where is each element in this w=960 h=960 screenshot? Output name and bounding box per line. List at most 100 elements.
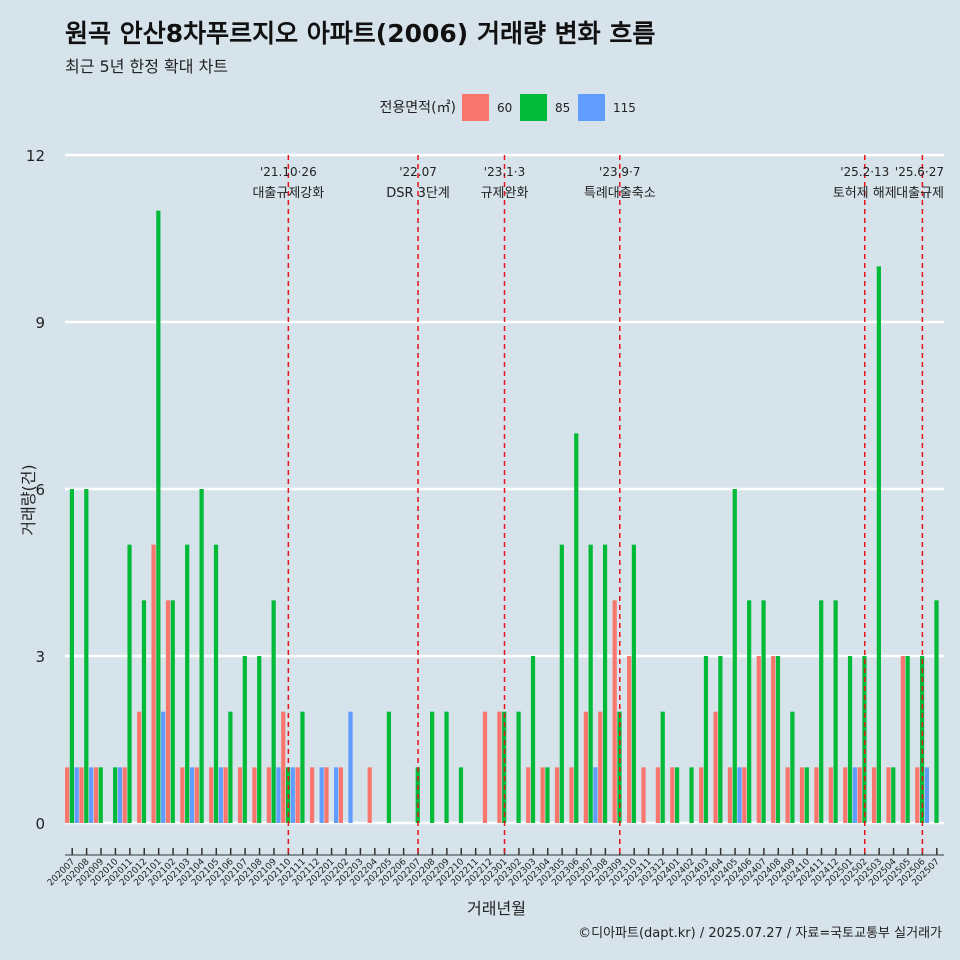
- chart-title: 원곡 안산8차푸르지오 아파트(2006) 거래량 변화 흐름: [65, 19, 656, 48]
- bar-85-202303: [530, 656, 536, 823]
- bar-85-202104: [199, 489, 204, 823]
- bar-85-202410: [804, 767, 809, 823]
- bar-85-202306: [574, 433, 579, 823]
- bar-85-202208: [430, 711, 435, 823]
- bar-115-202109: [276, 767, 281, 823]
- bar-115-202405: [737, 767, 742, 823]
- event-date: '22.07: [399, 165, 437, 179]
- bar-85-202008: [84, 489, 89, 823]
- bar-60-202301: [497, 711, 502, 823]
- bar-85-202505: [905, 656, 910, 823]
- legend-swatch-115: [578, 94, 605, 121]
- bar-60-202407: [756, 656, 761, 823]
- bar-115-202307: [593, 767, 598, 823]
- event-label: DSR 3단계: [386, 186, 450, 201]
- bar-85-202105: [213, 544, 219, 823]
- bar-85-202403: [703, 656, 709, 823]
- bar-85-202405: [732, 489, 737, 823]
- event-label: 대출규제강화: [252, 186, 324, 201]
- bar-60-202106: [223, 767, 228, 823]
- bar-85-202108: [257, 656, 262, 823]
- legend-label: 85: [555, 101, 570, 115]
- bar-60-202505: [900, 656, 905, 823]
- bar-60-202212: [482, 711, 488, 823]
- bar-60-202304: [540, 767, 545, 823]
- bar-115-202008: [89, 767, 94, 823]
- y-tick-label: 9: [35, 314, 45, 332]
- bar-85-202406: [747, 600, 752, 823]
- source-caption: ©디아파트(dapt.kr) / 2025.07.27 / 자료=국토교통부 실…: [578, 926, 942, 941]
- bar-60-202202: [338, 767, 343, 823]
- bar-85-202302: [516, 711, 521, 823]
- bar-85-202503: [876, 266, 881, 823]
- legend-swatch-60: [462, 94, 489, 121]
- event-label: 규제완화: [481, 186, 529, 201]
- bar-60-202309: [612, 600, 617, 823]
- bar-60-202103: [180, 767, 185, 823]
- bar-85-202111: [300, 711, 305, 823]
- bar-60-202306: [569, 767, 574, 823]
- bar-60-202501: [843, 767, 848, 823]
- y-tick-label: 12: [26, 147, 45, 165]
- event-date: '23.9·7: [599, 165, 640, 179]
- bar-85-202103: [185, 544, 190, 823]
- event-label: 특례대출축소: [584, 186, 656, 201]
- event-label: 토허제 해제: [833, 186, 897, 201]
- bar-60-202308: [598, 711, 603, 823]
- bar-115-202501: [852, 767, 857, 823]
- event-date: '21.10·26: [260, 165, 317, 179]
- bar-60-202009: [93, 767, 99, 823]
- bar-85-202106: [228, 711, 233, 823]
- bar-60-202502: [857, 767, 862, 823]
- bar-60-202404: [713, 711, 718, 823]
- bar-115-202103: [189, 767, 195, 823]
- bar-60-202307: [583, 711, 588, 823]
- y-tick-label: 3: [35, 648, 45, 666]
- bar-60-202310: [626, 656, 632, 823]
- bar-115-202110: [290, 767, 295, 823]
- bar-115-202007: [74, 767, 79, 823]
- bar-115-202202: [348, 711, 353, 823]
- bar-85-202012: [141, 600, 147, 823]
- bar-60-202109: [266, 767, 271, 823]
- bar-85-202408: [775, 656, 781, 823]
- bar-85-202109: [271, 600, 276, 823]
- bar-60-202007: [65, 767, 70, 823]
- bar-60-202312: [655, 767, 661, 823]
- bar-85-202407: [761, 600, 766, 823]
- bar-85-202009: [98, 767, 103, 823]
- bar-115-202201: [333, 767, 339, 823]
- bar-85-202401: [675, 767, 680, 823]
- bar-115-202112: [319, 767, 324, 823]
- legend-swatch-85: [520, 94, 547, 121]
- bar-85-202102: [170, 600, 175, 823]
- bar-115-202506: [924, 767, 929, 823]
- bar-60-202506: [915, 767, 920, 823]
- bar-60-202410: [799, 767, 805, 823]
- bar-85-202209: [444, 711, 449, 823]
- bar-60-202303: [526, 767, 531, 823]
- bar-60-202104: [194, 767, 199, 823]
- bar-60-202401: [670, 767, 675, 823]
- bar-60-202201: [324, 767, 329, 823]
- y-tick-label: 0: [35, 815, 45, 833]
- bar-60-202305: [554, 767, 560, 823]
- bar-85-202205: [386, 711, 392, 823]
- bar-85-202101: [156, 210, 161, 823]
- bar-60-202112: [309, 767, 315, 823]
- legend-label: 60: [497, 101, 512, 115]
- bar-115-202105: [218, 767, 223, 823]
- bar-60-202011: [122, 767, 127, 823]
- bar-85-202402: [689, 767, 694, 823]
- bar-85-202010: [113, 767, 118, 823]
- bar-85-202007: [69, 489, 75, 823]
- bar-60-202412: [828, 767, 833, 823]
- bar-60-202204: [367, 767, 372, 823]
- bar-60-202108: [252, 767, 257, 823]
- bar-60-202102: [165, 600, 171, 823]
- bar-85-202011: [127, 544, 132, 823]
- bar-60-202411: [814, 767, 819, 823]
- bar-60-202409: [785, 767, 790, 823]
- bar-60-202012: [137, 711, 142, 823]
